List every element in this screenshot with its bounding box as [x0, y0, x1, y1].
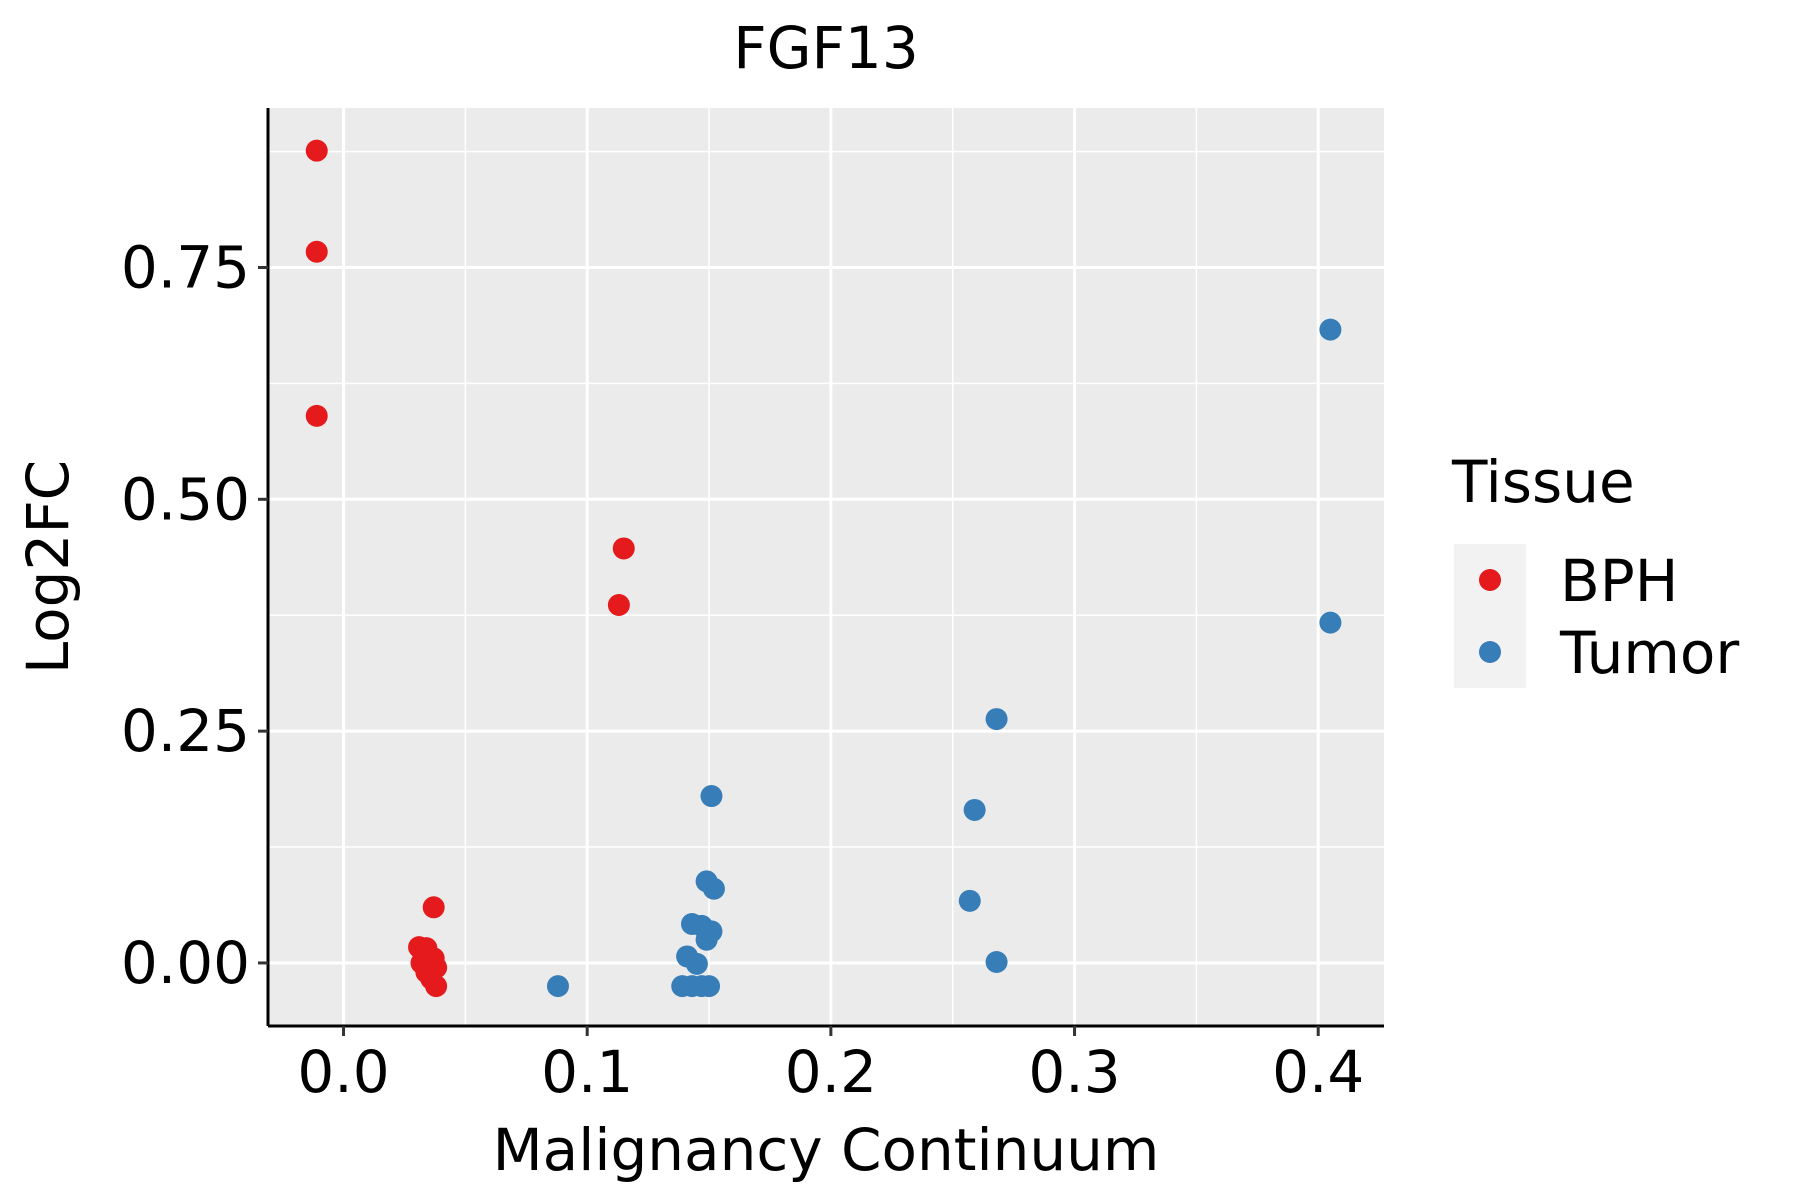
- x-tick-label: 0.4: [1272, 1038, 1364, 1106]
- major-gridlines: [268, 108, 1384, 1026]
- x-axis-label: Malignancy Continuum: [493, 1116, 1160, 1184]
- point-tumor: [700, 785, 723, 808]
- x-tick-label: 0.2: [785, 1038, 877, 1106]
- y-tick-label: 0.00: [121, 929, 250, 997]
- point-tumor: [1319, 318, 1342, 341]
- data-points: [305, 139, 1342, 998]
- y-tick-label: 0.50: [121, 465, 250, 533]
- y-tick-label: 0.75: [121, 233, 250, 301]
- y-axis-ticks: 0.00 0.25 0.50 0.75: [121, 233, 268, 997]
- point-tumor: [985, 951, 1008, 974]
- point-tumor: [1319, 611, 1342, 634]
- point-tumor: [958, 889, 981, 912]
- legend-title: Tissue: [1451, 448, 1635, 516]
- point-tumor: [702, 877, 725, 900]
- point-bph: [305, 139, 328, 162]
- point-tumor: [695, 928, 718, 951]
- plot-panel: [268, 108, 1384, 1026]
- y-tick-label: 0.25: [121, 697, 250, 765]
- legend-key-bph: [1479, 569, 1501, 591]
- point-bph: [305, 404, 328, 427]
- legend-label-tumor: Tumor: [1559, 619, 1739, 687]
- legend-key-background: [1454, 544, 1526, 688]
- point-bph: [305, 240, 328, 263]
- point-bph: [425, 975, 448, 998]
- minor-gridlines: [268, 108, 1384, 1026]
- legend: Tissue BPH Tumor: [1451, 448, 1739, 688]
- chart-title: FGF13: [733, 14, 918, 82]
- x-tick-label: 0.3: [1028, 1038, 1120, 1106]
- point-tumor: [985, 708, 1008, 731]
- x-tick-label: 0.0: [297, 1038, 389, 1106]
- point-tumor: [963, 798, 986, 821]
- legend-key-tumor: [1479, 641, 1501, 663]
- x-axis-ticks: 0.0 0.1 0.2 0.3 0.4: [297, 1026, 1364, 1106]
- point-tumor: [685, 952, 708, 975]
- point-tumor: [698, 975, 721, 998]
- point-bph: [607, 594, 630, 617]
- point-bph: [612, 537, 635, 560]
- point-bph: [422, 896, 445, 919]
- y-axis-label: Log2FC: [14, 460, 82, 674]
- point-tumor: [546, 975, 569, 998]
- legend-label-bph: BPH: [1560, 547, 1678, 615]
- x-tick-label: 0.1: [541, 1038, 633, 1106]
